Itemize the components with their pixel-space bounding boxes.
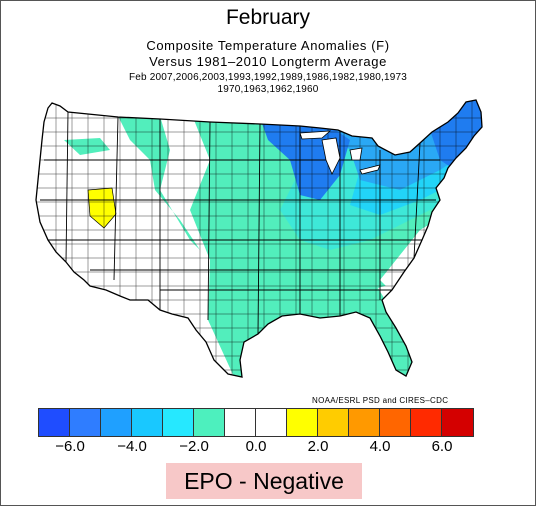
colorbar-swatch-8: [287, 409, 318, 436]
epo-phase-label: EPO - Negative: [166, 463, 362, 499]
map-title: February: [225, 6, 311, 29]
colorbar-tick-label: 6.0: [431, 438, 453, 455]
anomaly-region-plus-1-great-basin: [87, 187, 117, 229]
colorbar-swatch-9: [318, 409, 349, 436]
colorbar-swatch-3: [132, 409, 163, 436]
anomaly-region-minus-2-oregon: [64, 138, 110, 155]
colorbar-swatch-2: [101, 409, 132, 436]
colorbar-swatch-1: [70, 409, 101, 436]
colorbar-swatch-12: [411, 409, 442, 436]
composite-years-line1: Feb 2007,2006,2003,1993,1992,1989,1986,1…: [128, 72, 408, 83]
colorbar-tick-label: 4.0: [369, 438, 391, 455]
anomaly-region-minus-2-rockies: [116, 112, 210, 260]
colorbar-swatch-11: [380, 409, 411, 436]
data-source-credit: NOAA/ESRL PSD and CIRES–CDC: [312, 396, 449, 405]
colorbar-tick-label: 2.0: [307, 438, 329, 455]
colorbar-tick-label: −4.0: [117, 438, 147, 455]
anomaly-colorbar: [38, 408, 474, 437]
colorbar-tick-label: 0.0: [245, 438, 267, 455]
colorbar-swatch-4: [163, 409, 194, 436]
anomaly-region-minus-5-midwest: [260, 118, 350, 200]
lake-huron: [349, 147, 363, 161]
lake-superior: [299, 130, 332, 140]
colorbar-swatch-7: [256, 409, 287, 436]
composite-years-line2: 1970,1963,1962,1960: [217, 84, 319, 95]
colorbar-swatch-5: [194, 409, 225, 436]
colorbar-tick-label: −6.0: [55, 438, 85, 455]
state-boundaries: [40, 111, 440, 335]
colorbar-swatch-10: [349, 409, 380, 436]
colorbar-swatch-0: [39, 409, 70, 436]
map-subtitle: Composite Temperature Anomalies (F): [146, 38, 390, 53]
lake-erie: [359, 164, 381, 175]
lake-michigan: [321, 137, 341, 175]
colorbar-swatch-13: [442, 409, 473, 436]
map-subtitle-baseline: Versus 1981–2010 Longterm Average: [149, 54, 387, 69]
colorbar-swatch-6: [225, 409, 256, 436]
colorbar-tick-label: −2.0: [179, 438, 209, 455]
